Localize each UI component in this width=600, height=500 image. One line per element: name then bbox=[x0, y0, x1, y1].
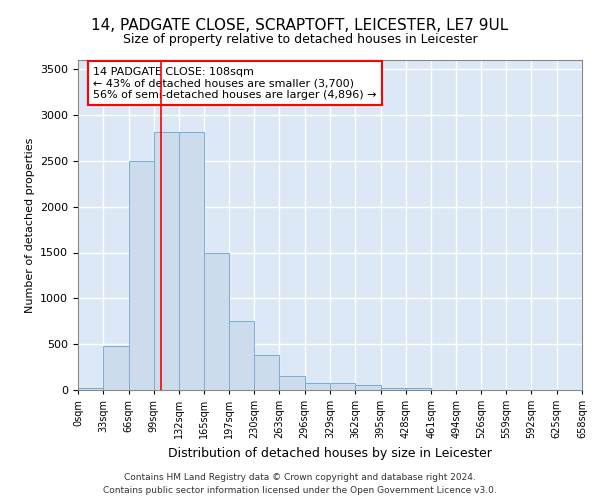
Bar bbox=[179, 132, 205, 390]
X-axis label: Distribution of detached houses by size in Leicester: Distribution of detached houses by size … bbox=[168, 446, 492, 460]
Text: Size of property relative to detached houses in Leicester: Size of property relative to detached ho… bbox=[122, 32, 478, 46]
Bar bbox=[355, 386, 380, 390]
Bar bbox=[280, 376, 305, 390]
Bar bbox=[78, 388, 103, 390]
Bar bbox=[305, 383, 330, 390]
Text: 14 PADGATE CLOSE: 108sqm
← 43% of detached houses are smaller (3,700)
56% of sem: 14 PADGATE CLOSE: 108sqm ← 43% of detach… bbox=[93, 66, 377, 100]
Text: Contains HM Land Registry data © Crown copyright and database right 2024.
Contai: Contains HM Land Registry data © Crown c… bbox=[103, 474, 497, 495]
Bar bbox=[330, 383, 355, 390]
Bar bbox=[154, 132, 179, 390]
Bar bbox=[128, 161, 154, 390]
Text: 14, PADGATE CLOSE, SCRAPTOFT, LEICESTER, LE7 9UL: 14, PADGATE CLOSE, SCRAPTOFT, LEICESTER,… bbox=[91, 18, 509, 32]
Bar bbox=[205, 252, 229, 390]
Bar bbox=[229, 322, 254, 390]
Bar bbox=[380, 388, 406, 390]
Bar bbox=[254, 355, 280, 390]
Bar bbox=[103, 346, 128, 390]
Bar bbox=[406, 388, 431, 390]
Y-axis label: Number of detached properties: Number of detached properties bbox=[25, 138, 35, 312]
